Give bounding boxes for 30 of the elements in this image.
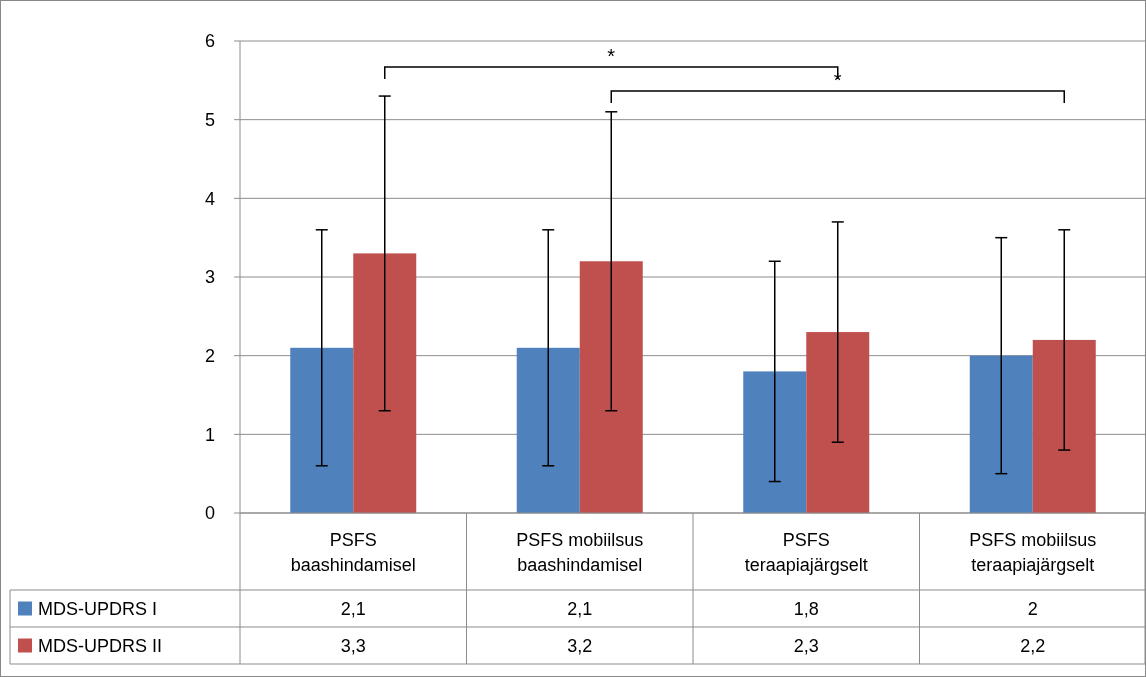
x-tick-label: PSFS mobiilsus teraapiajärgselt [969,529,1097,575]
legend-label: MDS-UPDRS II [38,635,163,656]
x-tick-label: PSFS baashindamisel [290,529,416,575]
y-tick-label: 2 [204,345,215,366]
data-label: 2,3 [793,635,819,656]
bar [743,371,807,513]
legend-label: MDS-UPDRS I [38,598,158,619]
y-tick-label: 1 [204,424,215,445]
y-tick-label: 6 [204,31,215,52]
annotation: * [607,45,616,67]
bar [516,347,580,513]
data-label: 1,8 [793,598,819,619]
y-tick-label: 4 [204,188,215,209]
data-label: 3,3 [340,635,366,656]
bar [969,355,1033,513]
bar [353,253,417,513]
bar [1032,339,1096,513]
y-tick-label: 5 [204,109,215,130]
data-label: 3,2 [567,635,593,656]
data-label: 2 [1027,598,1038,619]
y-tick-label: 0 [204,503,215,524]
data-label: 2,1 [340,598,366,619]
data-label: 2,1 [567,598,593,619]
bar [579,261,643,513]
y-tick-label: 3 [204,267,215,288]
bar [806,332,870,513]
x-tick-label: PSFS mobiilsus baashindamisel [516,529,644,575]
data-label: 2,2 [1020,635,1046,656]
x-tick-label: PSFS teraapiajärgselt [744,529,868,575]
bar [290,347,354,513]
